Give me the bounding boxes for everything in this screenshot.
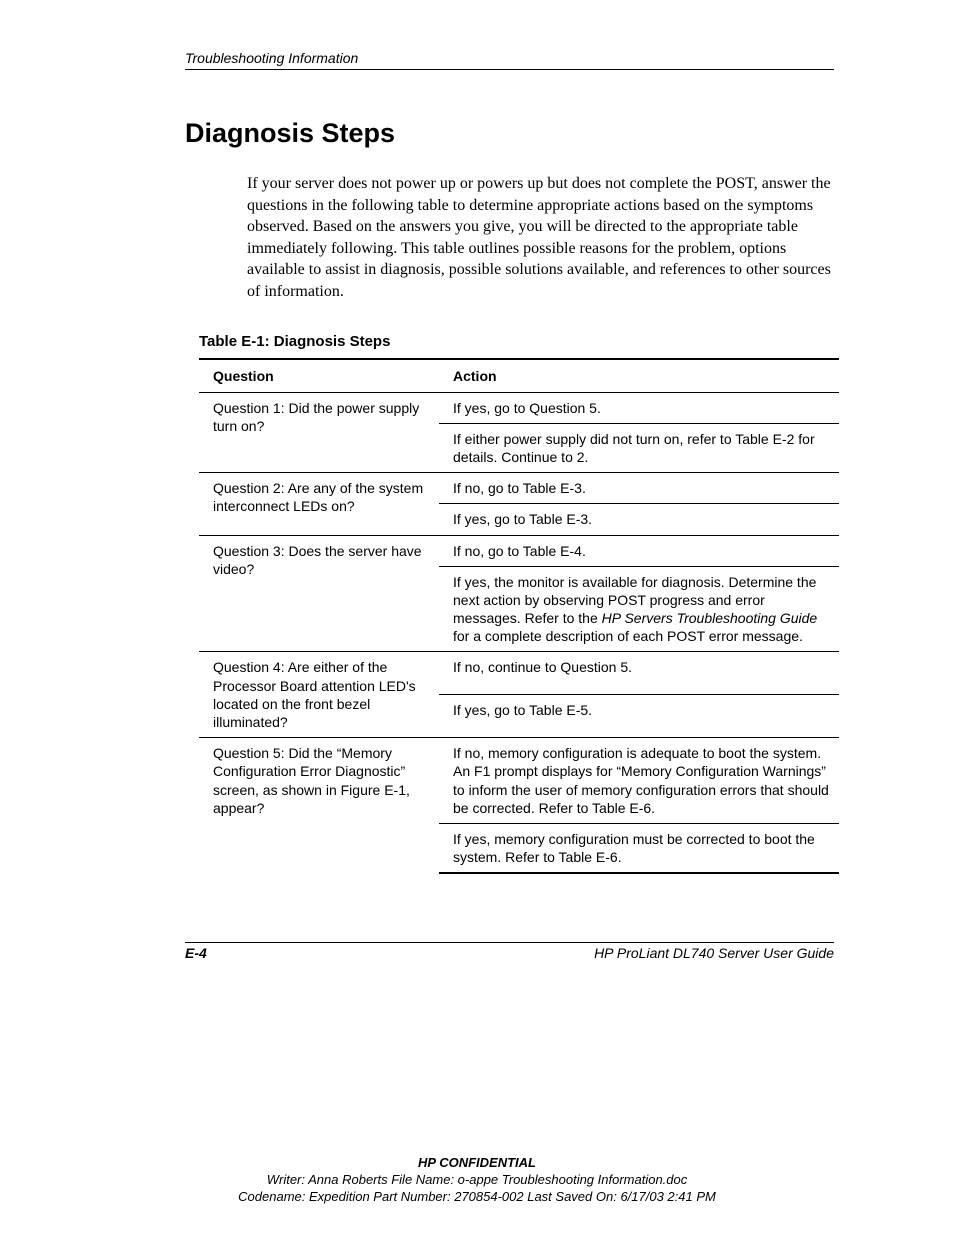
- running-header: Troubleshooting Information: [185, 50, 834, 70]
- table-row: Question 5: Did the “Memory Configuratio…: [199, 738, 839, 824]
- col-header-question: Question: [199, 359, 439, 393]
- question-cell: Question 5: Did the “Memory Configuratio…: [199, 738, 439, 874]
- table-row: Question 3: Does the server have video? …: [199, 535, 839, 566]
- table-row: Question 1: Did the power supply turn on…: [199, 392, 839, 423]
- action-cell: If no, go to Table E-4.: [439, 535, 839, 566]
- confidential-line2: Codename: Expedition Part Number: 270854…: [0, 1189, 954, 1206]
- question-cell: Question 2: Are any of the system interc…: [199, 473, 439, 535]
- guide-title: HP ProLiant DL740 Server User Guide: [594, 945, 834, 961]
- action-cell: If no, continue to Question 5.: [439, 652, 839, 695]
- table-row: Question 2: Are any of the system interc…: [199, 473, 839, 504]
- confidential-title: HP CONFIDENTIAL: [0, 1155, 954, 1172]
- question-cell: Question 4: Are either of the Processor …: [199, 652, 439, 738]
- question-cell: Question 1: Did the power supply turn on…: [199, 392, 439, 473]
- confidential-block: HP CONFIDENTIAL Writer: Anna Roberts Fil…: [0, 1155, 954, 1206]
- action-text-post: for a complete description of each POST …: [453, 628, 803, 644]
- page-footer: E-4 HP ProLiant DL740 Server User Guide: [185, 942, 834, 961]
- table-header-row: Question Action: [199, 359, 839, 393]
- table-row: Question 4: Are either of the Processor …: [199, 652, 839, 695]
- action-cell: If yes, go to Question 5.: [439, 392, 839, 423]
- action-cell: If yes, memory configuration must be cor…: [439, 823, 839, 873]
- diagnosis-table: Question Action Question 1: Did the powe…: [199, 358, 839, 875]
- action-cell: If no, go to Table E-3.: [439, 473, 839, 504]
- section-title: Diagnosis Steps: [185, 118, 834, 149]
- action-cell: If yes, go to Table E-5.: [439, 695, 839, 738]
- action-cell: If yes, the monitor is available for dia…: [439, 566, 839, 652]
- confidential-line1: Writer: Anna Roberts File Name: o-appe T…: [0, 1172, 954, 1189]
- page-body: Troubleshooting Information Diagnosis St…: [0, 0, 954, 874]
- page-number: E-4: [185, 945, 207, 961]
- col-header-action: Action: [439, 359, 839, 393]
- action-text-italic: HP Servers Troubleshooting Guide: [602, 610, 818, 626]
- action-cell: If no, memory configuration is adequate …: [439, 738, 839, 824]
- intro-paragraph: If your server does not power up or powe…: [247, 173, 834, 303]
- action-cell: If yes, go to Table E-3.: [439, 504, 839, 535]
- question-cell: Question 3: Does the server have video?: [199, 535, 439, 652]
- table-caption: Table E-1: Diagnosis Steps: [199, 333, 834, 350]
- action-cell: If either power supply did not turn on, …: [439, 423, 839, 472]
